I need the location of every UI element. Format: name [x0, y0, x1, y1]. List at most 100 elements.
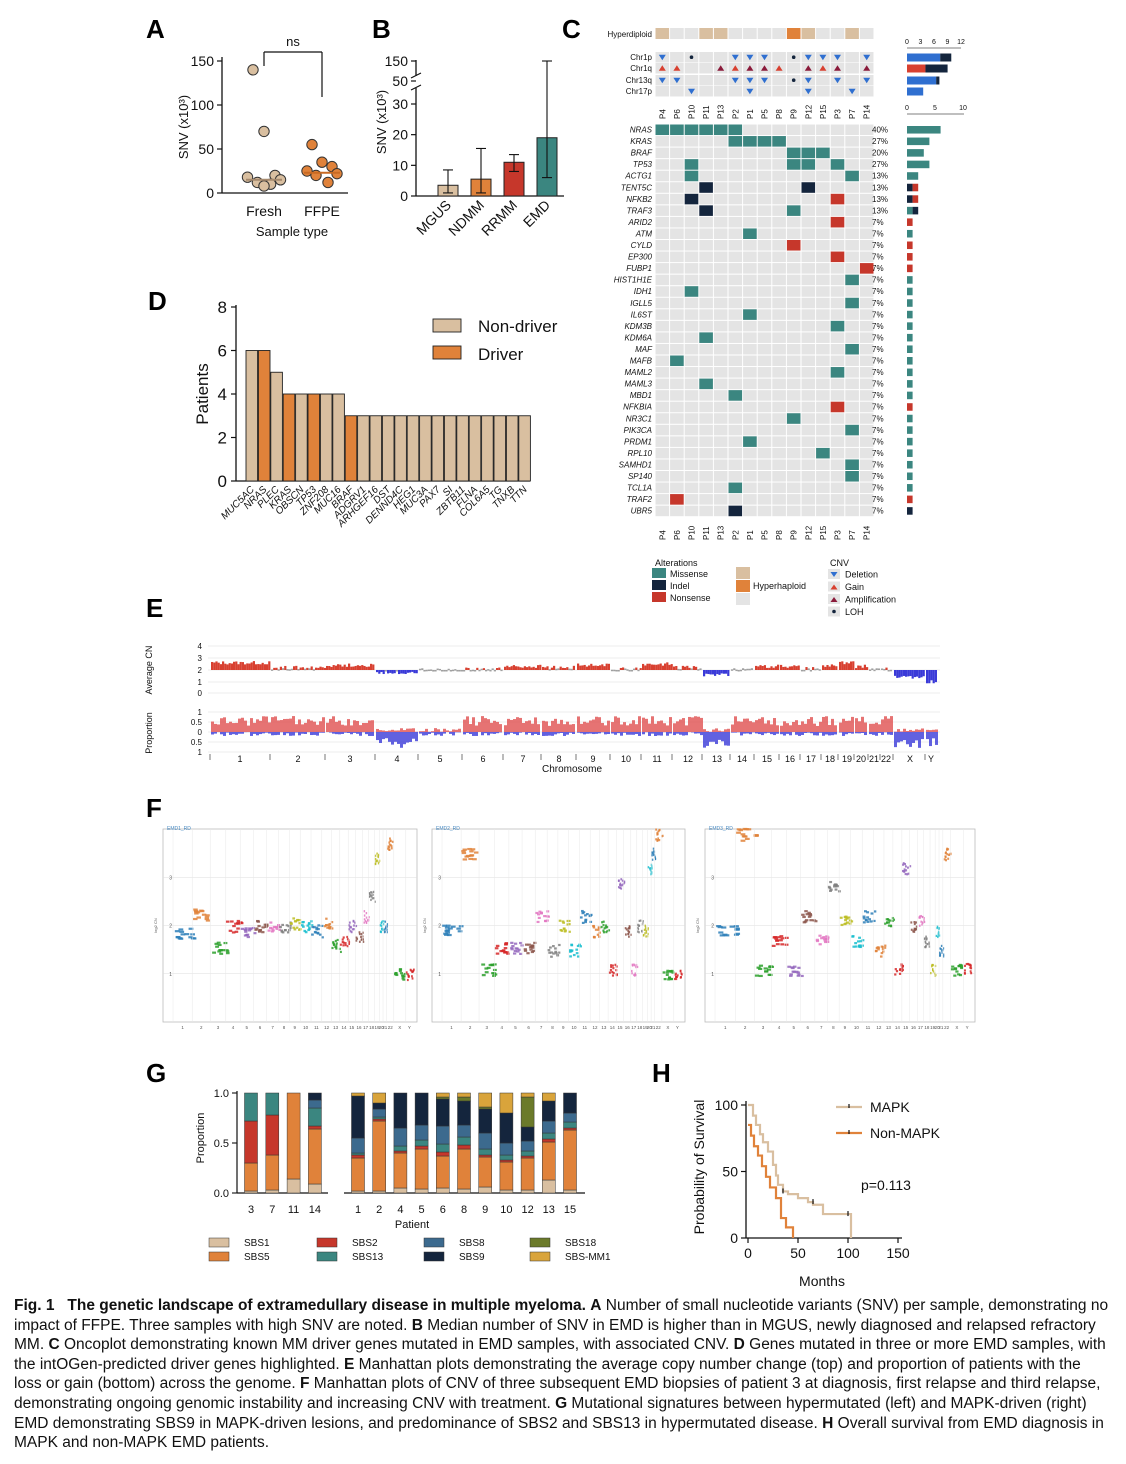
- cnv-point: [756, 966, 761, 969]
- bar: [431, 415, 445, 482]
- mutation-cell: [786, 251, 801, 263]
- mutation-cell: [713, 147, 728, 159]
- loss-proportion-bar: [706, 732, 709, 746]
- cn-segment: [222, 661, 225, 670]
- mutation-cell: [743, 309, 757, 320]
- cnv-point: [928, 941, 930, 944]
- gain-proportion-bar: [648, 723, 651, 732]
- cn-segment: [271, 669, 274, 671]
- signature-segment: [372, 1120, 386, 1192]
- cnv-point: [970, 972, 973, 975]
- cnv-point: [365, 921, 367, 924]
- patient-label-bottom: P10: [688, 525, 697, 540]
- gain-proportion-bar: [211, 721, 214, 732]
- mutation-cell: [699, 251, 713, 263]
- y-tick-label: 3: [711, 875, 714, 881]
- signature-segment: [351, 1092, 365, 1097]
- gain-proportion-bar: [563, 724, 566, 732]
- mutation-cell: [786, 320, 801, 332]
- legend-swatch: [529, 1237, 551, 1248]
- cnv-point: [354, 921, 356, 924]
- loss-proportion-bar: [755, 732, 758, 734]
- gain-proportion-bar: [721, 731, 724, 732]
- mutation-cell: [699, 216, 713, 228]
- cnv-point: [934, 964, 937, 968]
- gain-proportion-bar: [425, 728, 428, 732]
- caption-c-label: C: [48, 1336, 60, 1354]
- panel-b-label: B: [372, 14, 391, 44]
- gene-label: EP300: [628, 253, 653, 262]
- mutation-cell: [757, 147, 772, 159]
- cnv-point: [939, 947, 941, 950]
- cnv-point: [370, 891, 372, 894]
- cnv-point: [859, 945, 863, 949]
- mutation-cell: [757, 286, 772, 297]
- gain-proportion-bar: [493, 720, 496, 732]
- mutation-cell: [713, 240, 728, 251]
- cn-segment: [534, 667, 537, 670]
- mutation-cell: [772, 274, 786, 286]
- mutation-cell: [743, 182, 757, 193]
- cnv-point: [651, 867, 653, 870]
- mutation-cell: [655, 228, 670, 239]
- gene-label: IL6ST: [631, 310, 653, 319]
- cnv-point: [884, 922, 887, 925]
- gain-proportion-bar: [382, 730, 385, 732]
- cn-segment: [900, 670, 903, 677]
- loss-proportion-bar: [223, 732, 226, 736]
- top-axis-tick-label: 0: [905, 105, 909, 112]
- cn-segment: [436, 668, 439, 671]
- cnv-point: [271, 929, 275, 932]
- cnv-point: [390, 847, 393, 850]
- x-tick-label: 18: [825, 754, 835, 764]
- cn-segment: [561, 667, 564, 670]
- legend-swatch: [208, 1251, 230, 1262]
- cn-segment: [352, 666, 355, 670]
- cnv-count-bar: [907, 53, 941, 62]
- cn-segment: [894, 670, 897, 676]
- cnv-point: [918, 924, 921, 927]
- cn-segment: [735, 669, 738, 672]
- mutation-cell: [845, 159, 859, 170]
- mutation-cell: [786, 147, 801, 159]
- x-tick-label: 11: [866, 1025, 871, 1030]
- cnv-point: [637, 930, 639, 933]
- mutation-cell: [699, 482, 713, 494]
- gain-proportion-bar: [909, 729, 912, 732]
- gain-proportion-bar: [406, 728, 409, 732]
- mutation-cell: [845, 251, 859, 263]
- patient-label-top: P5: [761, 109, 770, 119]
- cnv-cell: [699, 63, 713, 74]
- gain-proportion-bar: [554, 718, 557, 732]
- cn-segment: [568, 668, 571, 671]
- loss-proportion-bar: [709, 732, 712, 742]
- mutation-cell: [670, 505, 684, 517]
- cnv-point: [576, 955, 580, 958]
- gain-proportion-bar: [238, 718, 241, 732]
- mutation-cell: [713, 505, 728, 517]
- x-axis-label: Months: [799, 1273, 845, 1289]
- cnv-point: [767, 973, 772, 976]
- cn-segment: [252, 661, 255, 670]
- cnv-point: [967, 962, 970, 966]
- legend-swatch: [208, 1237, 230, 1248]
- cnv-point: [519, 941, 523, 945]
- loss-proportion-bar: [475, 732, 478, 736]
- mutation-cell: [801, 459, 816, 470]
- y-tick-label: 2: [198, 666, 203, 675]
- mutation-cell: [655, 505, 670, 517]
- cnv-point: [597, 928, 600, 931]
- cn-segment: [611, 669, 614, 672]
- cnv-point: [875, 946, 879, 950]
- cnv-point: [557, 943, 561, 947]
- x-tick-label: 150: [886, 1245, 910, 1261]
- cn-segment: [425, 669, 428, 672]
- mutation-cell: [859, 424, 874, 436]
- gain-proportion-bar: [929, 730, 932, 732]
- loss-proportion-bar: [551, 732, 554, 736]
- mutation-cell: [845, 263, 859, 274]
- mutation-cell: [830, 355, 845, 367]
- cnv-point: [362, 938, 364, 941]
- percent-label: 40%: [872, 126, 888, 135]
- cn-segment: [465, 667, 468, 670]
